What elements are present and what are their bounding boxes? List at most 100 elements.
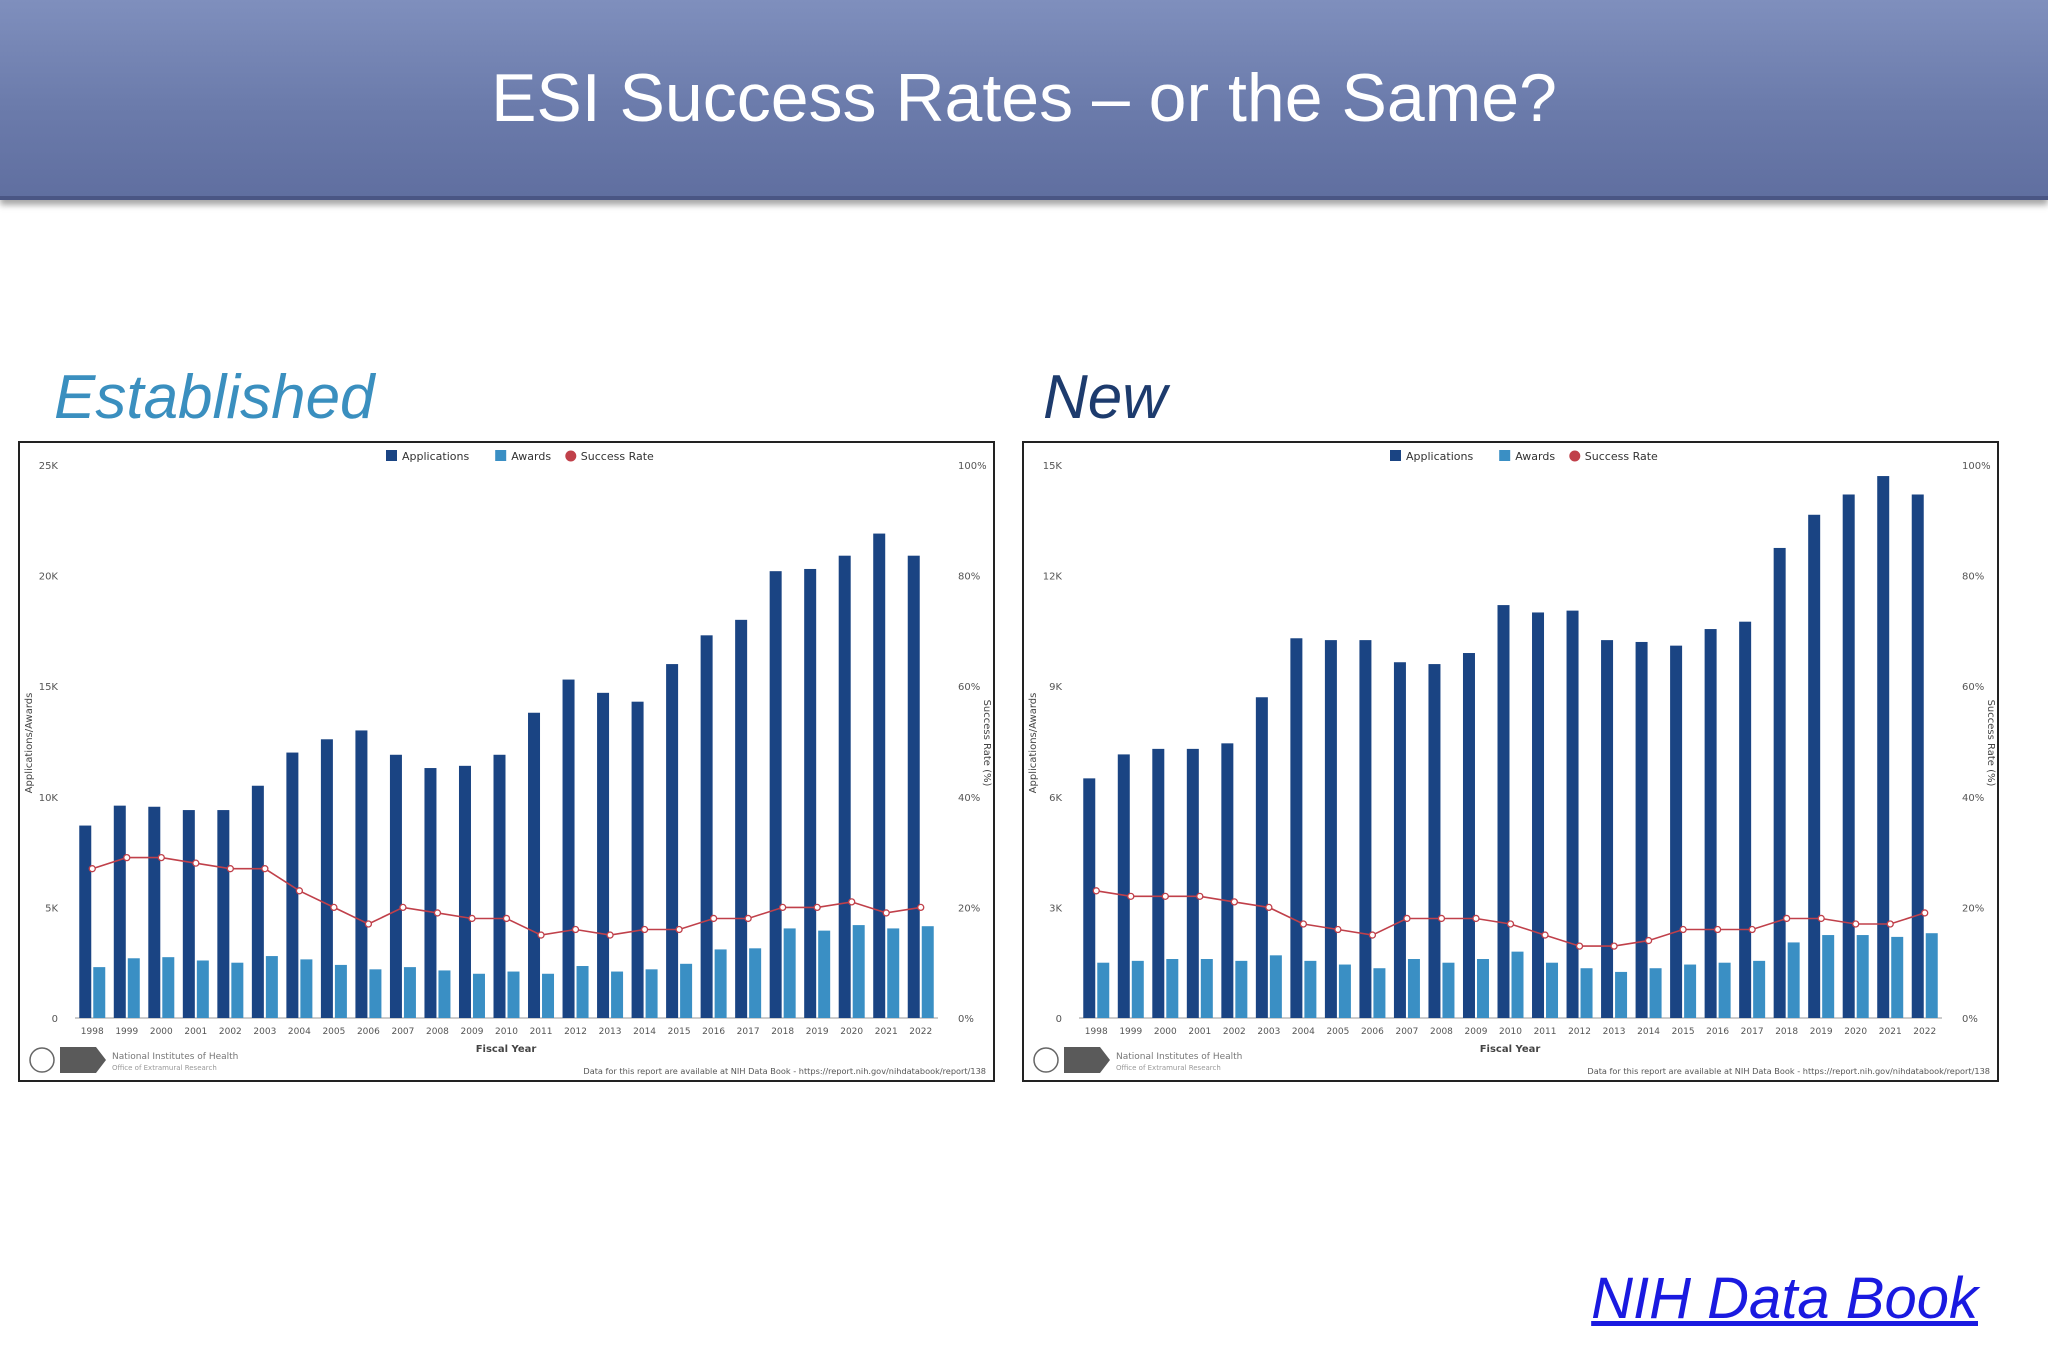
bar-applications [1255, 697, 1268, 1018]
bar-applications [1601, 640, 1614, 1018]
x-tick-label: 1998 [81, 1027, 104, 1037]
success-rate-point [744, 914, 752, 923]
y-tick-label-left: 15K [1043, 461, 1063, 472]
legend-label: Awards [1515, 450, 1555, 463]
chart-established-svg: Applications Awards Success Rate 0 5K 10K 15K 2… [24, 450, 992, 1076]
bar-applications [735, 619, 748, 1018]
x-tick-label: 2000 [150, 1027, 173, 1037]
bar-awards [921, 926, 934, 1018]
bar-awards [1546, 962, 1559, 1018]
bar-awards [1235, 960, 1248, 1018]
footer-office: Office of Extramural Research [112, 1064, 217, 1072]
success-rate-point [1783, 914, 1791, 923]
bar-applications [458, 765, 471, 1018]
bar-awards [438, 970, 451, 1018]
x-tick-label: 2020 [1844, 1027, 1867, 1037]
bar-awards [680, 963, 693, 1018]
x-tick-label: 2007 [391, 1027, 414, 1037]
x-tick-label: 2019 [1810, 1027, 1833, 1037]
success-rate-point [1092, 887, 1100, 895]
y-tick-label-right: 40% [958, 793, 980, 804]
success-rate-point [882, 909, 890, 917]
x-tick-label: 2016 [702, 1027, 725, 1037]
success-rate-point [1886, 920, 1894, 928]
y-tick-label-left: 0 [52, 1014, 58, 1025]
bar-awards [369, 969, 382, 1018]
success-rate-point [1403, 914, 1411, 923]
bar-applications [182, 810, 195, 1018]
bar-awards [611, 971, 624, 1018]
y-tick-label-right: 80% [1962, 572, 1984, 583]
bar-applications [1428, 664, 1441, 1018]
success-rate-point [1679, 925, 1687, 934]
success-rate-point [606, 931, 614, 939]
x-tick-label: 2004 [288, 1027, 311, 1037]
chart-new: Applications Awards Success Rate 0 3K 6K 9K 12K… [1022, 441, 1999, 1082]
bar-applications [804, 568, 817, 1018]
y-tick-label-left: 5K [45, 903, 58, 914]
bar-applications [355, 730, 368, 1018]
x-tick-label: 1999 [1119, 1027, 1142, 1037]
y-tick-label-left: 0 [1056, 1014, 1062, 1025]
x-tick-label: 2012 [1568, 1027, 1591, 1037]
x-tick-label: 2015 [1672, 1027, 1695, 1037]
x-tick-label: 1999 [115, 1027, 138, 1037]
success-rate-point [1506, 920, 1515, 928]
bar-applications [1532, 612, 1545, 1018]
bar-awards [1200, 959, 1213, 1018]
bar-awards [1511, 951, 1524, 1018]
bar-applications [1359, 640, 1372, 1018]
legend-marker [565, 450, 577, 462]
success-rate-point [1230, 898, 1238, 906]
success-rate-point [917, 903, 925, 912]
x-tick-label: 2001 [1188, 1027, 1211, 1037]
bar-applications [79, 825, 92, 1018]
bar-awards [162, 957, 175, 1018]
success-rate-point [1472, 914, 1480, 923]
bar-applications [389, 754, 402, 1018]
success-rate-point [1852, 920, 1860, 928]
bar-awards [1615, 971, 1628, 1018]
success-rate-point [813, 903, 821, 912]
y-tick-label-right: 40% [1962, 793, 1984, 804]
y-axis-label-left: Applications/Awards [24, 693, 35, 794]
success-rate-point [1299, 920, 1308, 928]
nih-logo-icon [1064, 1047, 1100, 1073]
bar-awards [1476, 959, 1489, 1018]
bar-applications [1083, 778, 1096, 1018]
y-axis-label-right: Success Rate (%) [1985, 700, 1996, 787]
bar-applications [666, 664, 679, 1018]
bar-applications [700, 635, 713, 1018]
bar-awards [231, 962, 244, 1018]
nih-logo-chevron-icon [1100, 1047, 1110, 1073]
bar-awards [1269, 955, 1282, 1018]
success-rate-point [1644, 936, 1653, 945]
footer-org: National Institutes of Health [112, 1052, 238, 1062]
legend-label: Success Rate [581, 450, 654, 463]
success-rate-point [295, 887, 304, 895]
success-rate-point [123, 853, 131, 862]
success-rate-point [399, 903, 407, 912]
success-rate-point [1161, 892, 1169, 900]
x-tick-label: 2005 [1326, 1027, 1349, 1037]
title-bar: ESI Success Rates – or the Same? [0, 0, 2048, 200]
success-rate-point [261, 865, 269, 873]
x-tick-label: 2010 [495, 1027, 518, 1037]
bar-awards [1166, 959, 1179, 1018]
bar-awards [1925, 933, 1938, 1018]
x-axis-label: Fiscal Year [476, 1044, 537, 1055]
success-rate-point [1748, 925, 1756, 934]
bar-awards [1442, 962, 1455, 1018]
x-tick-label: 1998 [1085, 1027, 1108, 1037]
x-tick-label: 2008 [426, 1027, 449, 1037]
bar-applications [907, 555, 920, 1018]
bar-applications [251, 785, 264, 1018]
bar-applications [1635, 641, 1648, 1018]
nih-data-book-link[interactable]: NIH Data Book [1591, 1266, 1978, 1331]
x-tick-label: 2006 [1361, 1027, 1384, 1037]
bar-awards [1649, 968, 1662, 1018]
bar-awards [645, 969, 658, 1018]
x-axis-label: Fiscal Year [1480, 1044, 1541, 1055]
bar-awards [507, 971, 520, 1018]
success-rate-point [157, 853, 165, 862]
